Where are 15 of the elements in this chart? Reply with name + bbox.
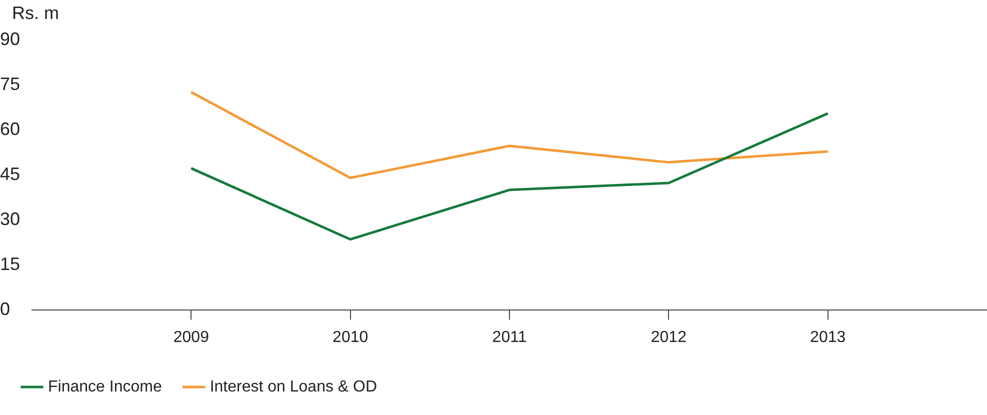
- y-tick-label: 60: [0, 118, 20, 139]
- legend-label: Finance Income: [48, 378, 162, 396]
- x-tick-label: 2011: [492, 328, 527, 346]
- legend-label: Interest on Loans & OD: [210, 378, 378, 396]
- y-tick-label: 45: [0, 164, 20, 184]
- y-tick-label: 75: [0, 74, 20, 94]
- y-tick-label: 30: [0, 208, 20, 229]
- x-tick-label: 2010: [332, 328, 368, 346]
- y-tick-label: 0: [0, 298, 10, 319]
- y-tick-label: 15: [0, 254, 20, 274]
- x-tick-label: 2013: [810, 328, 846, 346]
- y-tick-label: 90: [0, 28, 20, 49]
- x-tick-label: 2009: [173, 328, 210, 346]
- y-axis-title: Rs. m: [12, 2, 59, 23]
- x-tick-label: 2012: [650, 328, 687, 346]
